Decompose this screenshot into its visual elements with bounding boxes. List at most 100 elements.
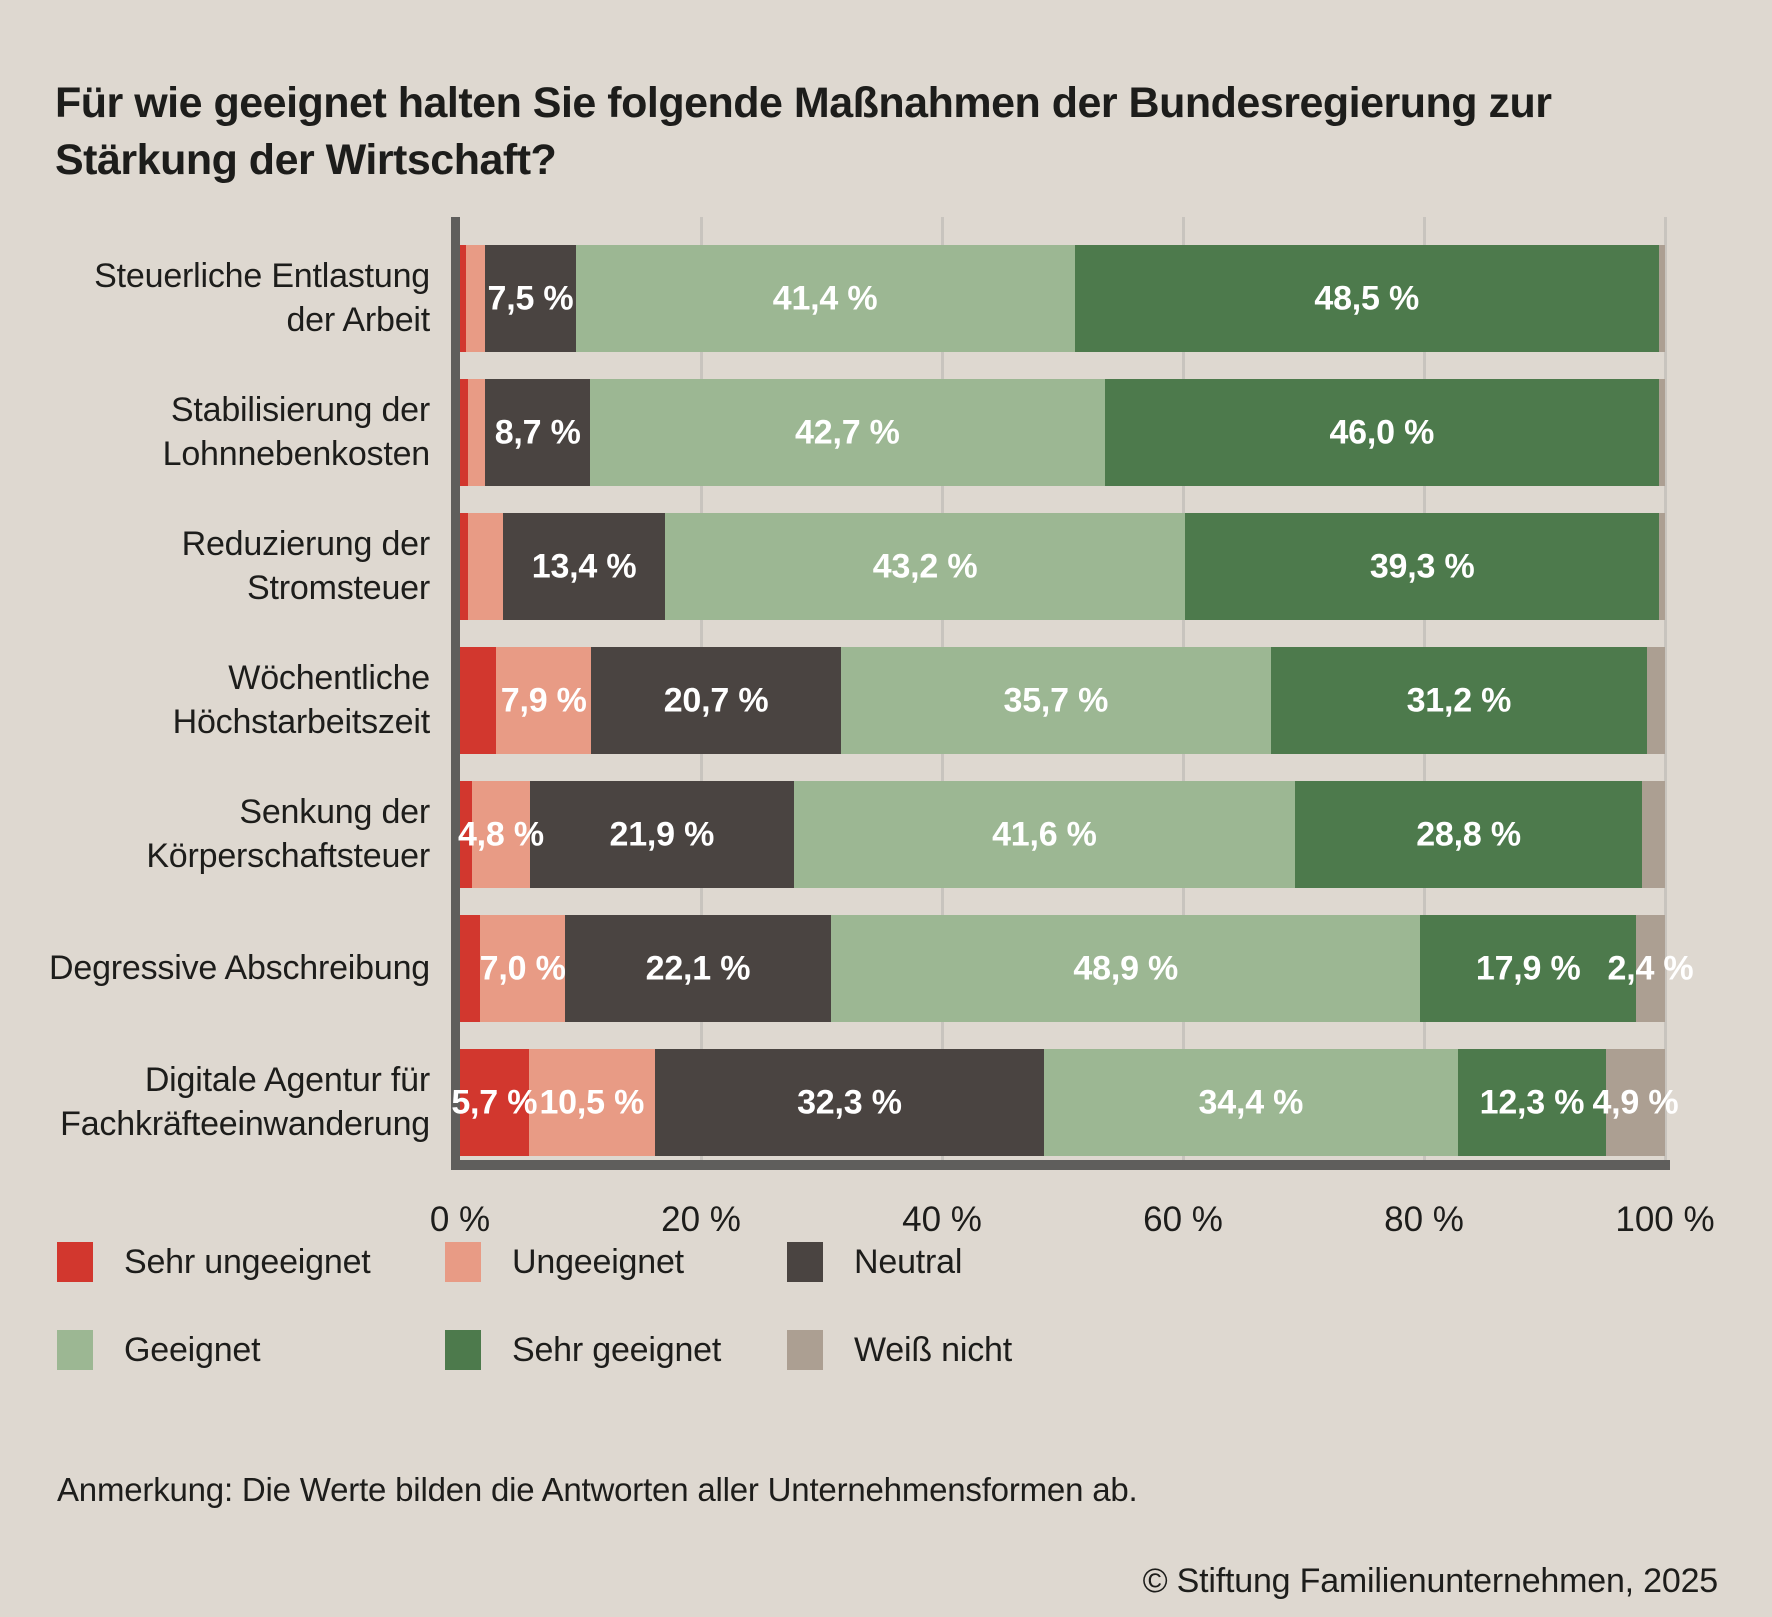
bar-segment: 7,0 % [480,915,566,1022]
bar-segment-value: 17,9 % [1475,949,1581,987]
legend-label: Weiß nicht [854,1330,1012,1369]
bar-segment: 32,3 % [655,1049,1044,1156]
bar-segment: 20,7 % [591,647,841,754]
bar-segment: 7,5 % [485,245,576,352]
stacked-bar: 8,7 % 42,7 % 46,0 % [460,379,1665,486]
bar-segment [460,647,497,754]
bar-segment: 48,5 % [1074,245,1659,352]
x-tick-label: 0 % [429,1200,491,1239]
legend-label: Sehr ungeeignet [124,1242,371,1281]
chart-title: Für wie geeignet halten Sie folgende Maß… [55,75,1655,189]
bar-segment: 4,9 % [1592,1049,1679,1156]
bar-segment: 5,7 % [451,1049,537,1156]
bar-segment: 2,4 % [1608,915,1694,1022]
category-label: Stabilisierung der Lohnnebenkosten [162,390,431,473]
category-label: Digitale Agentur für Fachkräfteeinwander… [60,1060,430,1143]
bar-segment: 13,4 % [503,513,665,620]
bar-segment [1658,379,1665,486]
bar-segment-value: 48,5 % [1314,279,1420,317]
x-tick-label: 40 % [902,1200,982,1239]
category-label: Wöchentliche Höchstarbeitszeit [172,658,431,741]
bar-segment: 12,3 % [1457,1049,1606,1156]
bar-segment: 41,4 % [575,245,1075,352]
bar-segment-value: 7,9 % [500,681,587,719]
bar-segment: 28,8 % [1295,781,1643,888]
legend-label: Neutral [854,1242,963,1281]
bar-segment [468,513,504,620]
bar-segment-value: 35,7 % [1003,681,1109,719]
bar-segment [460,245,467,352]
bar-segment-value: 41,6 % [992,815,1097,853]
bar-segment: 4,8 % [458,781,544,888]
legend-swatch [57,1242,93,1282]
bar-segment-value: 41,4 % [772,279,878,317]
legend-swatch [787,1330,823,1370]
bar-segment: 42,7 % [590,379,1105,486]
bar-segment-value: 21,9 % [609,815,715,853]
x-tick-label: 100 % [1615,1200,1715,1239]
bar-segment-value: 43,2 % [872,547,978,585]
bar-segment-value: 2,4 % [1607,949,1694,987]
category-label: Senkung der Körperschaftsteuer [146,792,430,875]
legend-item: Neutral [787,1242,962,1282]
bar-segment: 35,7 % [840,647,1271,754]
bar-segment-value: 32,3 % [797,1083,902,1121]
bar-segment-value: 5,7 % [451,1083,538,1121]
bar-segment-value: 28,8 % [1416,815,1521,853]
copyright-line: © Stiftung Familienunternehmen, 2025 [1142,1562,1719,1600]
bar-segment [466,245,486,352]
category-labels-column: Steuerliche Entlastung der Arbeit Stabili… [40,217,430,1160]
stacked-bar: 5,7 % 10,5 % 32,3 % 34,4 % 12,3 % 4,9 % [451,1049,1679,1156]
bar-segment-value: 48,9 % [1073,949,1179,987]
stacked-bar: 13,4 % 43,2 % 39,3 % [460,513,1665,620]
bar-segment [1646,647,1665,754]
x-tick-label: 20 % [661,1200,741,1239]
stacked-bar: 7,0 % 22,1 % 48,9 % 17,9 % 2,4 % [460,915,1694,1022]
bar-segment: 8,7 % [485,379,591,486]
bar-segment: 34,4 % [1043,1049,1458,1156]
gridline-100 [1664,217,1667,1160]
bar-segment: 17,9 % [1420,915,1637,1022]
bar-segment-value: 34,4 % [1198,1083,1304,1121]
legend-item: Sehr ungeeignet [57,1242,371,1282]
bar-segment-value: 46,0 % [1329,413,1435,451]
legend-item: Weiß nicht [787,1330,1012,1370]
bar-segment-value: 12,3 % [1479,1083,1585,1121]
plot-area: 7,5 % 41,4 % 48,5 % 8,7 % 42,7 % 46,0 % 13,4 %… [451,217,1694,1170]
bar-segment [460,781,473,888]
x-axis-tick-labels: 0 % 20 % 40 % 60 % 80 % 100 % [430,1200,1715,1244]
bar-segment: 21,9 % [529,781,794,888]
bar-segment: 41,6 % [793,781,1296,888]
bar-segment-value: 31,2 % [1406,681,1512,719]
bar-segment: 39,3 % [1185,513,1659,620]
bar-segment-value: 4,8 % [457,815,544,853]
bar-segment [460,513,469,620]
y-axis-line [451,217,460,1160]
bar-segment [468,379,486,486]
stacked-bar: 7,9 % 20,7 % 35,7 % 31,2 % [460,647,1665,754]
bar-segment-value: 22,1 % [645,949,751,987]
bar-segment-value: 10,5 % [539,1083,645,1121]
legend-label: Geeignet [124,1330,261,1369]
chart-title-line2: Stärkung der Wirtschaft? [55,135,557,184]
legend-item: Ungeeignet [445,1242,684,1282]
legend-item: Sehr geeignet [445,1330,721,1370]
bar-segment [1658,513,1665,620]
category-label: Steuerliche Entlastung der Arbeit [94,256,430,339]
bar-segment-value: 4,9 % [1592,1083,1679,1121]
bar-segment [1642,781,1665,888]
bar-segment: 46,0 % [1104,379,1659,486]
stacked-bar: 7,5 % 41,4 % 48,5 % [460,245,1665,352]
bar-segment-value: 20,7 % [663,681,769,719]
bar-segment-value: 42,7 % [795,413,900,451]
chart-title-line1: Für wie geeignet halten Sie folgende Maß… [55,78,1552,127]
bar-segment: 22,1 % [564,915,832,1022]
bar-segment: 31,2 % [1270,647,1647,754]
legend-item: Geeignet [57,1330,261,1370]
legend-swatch [57,1330,93,1370]
legend-swatch [445,1242,481,1282]
stacked-bar: 4,8 % 21,9 % 41,6 % 28,8 % [458,781,1665,888]
bar-segment-value: 13,4 % [531,547,637,585]
x-tick-label: 60 % [1143,1200,1223,1239]
